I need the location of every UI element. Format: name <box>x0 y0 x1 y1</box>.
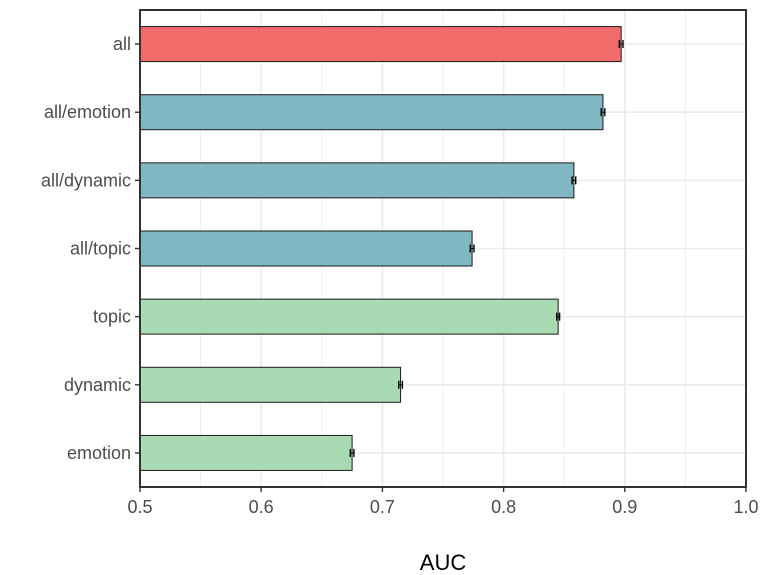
y-tick-label: emotion <box>67 443 131 463</box>
y-tick-label: dynamic <box>64 375 131 395</box>
bar-topic <box>139 298 559 335</box>
x-axis-title: AUC <box>420 550 467 575</box>
bar-all-topic <box>139 230 473 267</box>
x-axis-ticks: 0.5 0.6 0.7 0.8 0.9 1.0 <box>127 487 759 517</box>
bar-all <box>139 26 622 63</box>
y-tick-label: all/topic <box>70 239 131 259</box>
x-tick-label: 0.8 <box>491 497 516 517</box>
x-tick-label: 1.0 <box>733 497 758 517</box>
y-axis-ticks: all all/emotion all/dynamic all/topic topic d… <box>41 34 140 463</box>
y-tick-label: all <box>113 34 131 54</box>
x-tick-label: 0.6 <box>249 497 274 517</box>
bar-all-dynamic <box>139 162 575 199</box>
y-tick-label: all/dynamic <box>41 170 131 190</box>
x-tick-label: 0.9 <box>612 497 637 517</box>
y-tick-label: topic <box>93 307 131 327</box>
bar-dynamic <box>139 366 402 403</box>
x-tick-label: 0.7 <box>370 497 395 517</box>
y-tick-label: all/emotion <box>44 102 131 122</box>
x-tick-label: 0.5 <box>127 497 152 517</box>
bar-emotion <box>139 434 353 471</box>
bar-all-emotion <box>139 94 604 131</box>
bars <box>139 26 624 471</box>
